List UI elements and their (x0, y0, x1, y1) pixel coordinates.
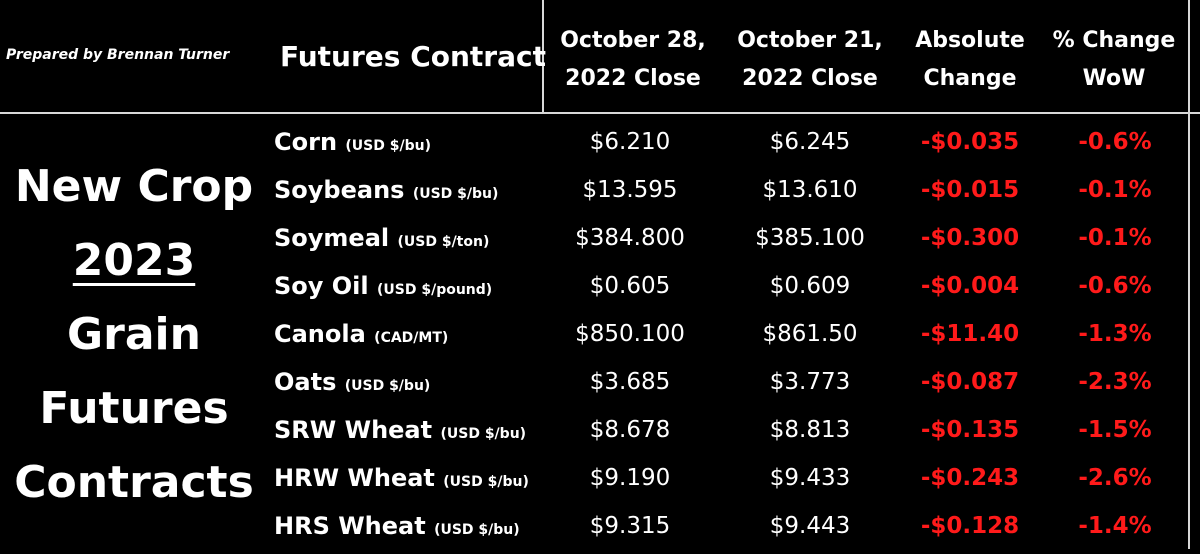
oct28-close-value: $850.100 (575, 321, 685, 347)
contract-unit: (USD $/bu) (344, 378, 431, 394)
oct21-close-value: $3.773 (769, 369, 851, 395)
contract-name: Soy Oil (USD $/pound) (274, 272, 493, 300)
oct28-close-value: $8.678 (589, 417, 671, 443)
oct21-header-line1: October 21, (737, 28, 883, 53)
abs-header-line1: Absolute (915, 28, 1025, 53)
oct21-close-value: $6.245 (769, 129, 851, 155)
absolute-change-value: -$0.035 (920, 129, 1020, 155)
side-title-year: 2023 (72, 235, 196, 286)
oct28-close-value: $9.315 (589, 513, 671, 539)
contract-unit: (CAD/MT) (374, 330, 449, 346)
absolute-change-value: -$11.40 (920, 321, 1020, 347)
contract-unit: (USD $/ton) (397, 234, 490, 250)
oct21-close-value: $9.443 (769, 513, 851, 539)
absolute-change-value: -$0.300 (920, 225, 1020, 251)
table-row: SRW Wheat (USD $/bu) $8.678 $8.813 -$0.1… (0, 406, 1200, 454)
table-row: HRS Wheat (USD $/bu) $9.315 $9.443 -$0.1… (0, 502, 1200, 550)
side-title-line-1: New Crop (14, 161, 254, 212)
column-divider-right (1188, 0, 1190, 549)
absolute-change-value: -$0.015 (920, 177, 1020, 203)
table-row: HRW Wheat (USD $/bu) $9.190 $9.433 -$0.2… (0, 454, 1200, 502)
contract-name: Soymeal (USD $/ton) (274, 224, 490, 252)
contract-unit: (USD $/bu) (345, 138, 431, 154)
oct28-close-value: $384.800 (575, 225, 685, 251)
pct-change-value: -2.6% (1078, 465, 1152, 491)
table-row: Oats (USD $/bu) $3.685 $3.773 -$0.087 -2… (0, 358, 1200, 406)
pct-change-value: -0.1% (1078, 225, 1152, 251)
table-row: Soy Oil (USD $/pound) $0.605 $0.609 -$0.… (0, 262, 1200, 310)
contract-name: SRW Wheat (USD $/bu) (274, 416, 527, 444)
side-title: New Crop 2023 Grain Futures Contracts (0, 152, 268, 522)
absolute-change-value: -$0.135 (920, 417, 1020, 443)
absolute-change-value: -$0.243 (920, 465, 1020, 491)
contract-name: Soybeans (USD $/bu) (274, 176, 499, 204)
oct21-close-value: $13.610 (762, 177, 858, 203)
table-row: Canola (CAD/MT) $850.100 $861.50 -$11.40… (0, 310, 1200, 358)
oct21-close-value: $9.433 (769, 465, 851, 491)
column-divider-left (542, 0, 544, 112)
pct-header-line2: WoW (1082, 66, 1146, 91)
pct-change-value: -0.1% (1078, 177, 1152, 203)
side-title-line-3: Grain (67, 309, 201, 360)
pct-change-value: -0.6% (1078, 273, 1152, 299)
oct28-close-value: $13.595 (582, 177, 678, 203)
futures-contract-header: Futures Contract (280, 40, 546, 73)
oct21-close-value: $8.813 (769, 417, 851, 443)
pct-change-value: -1.4% (1078, 513, 1152, 539)
pct-change-value: -2.3% (1078, 369, 1152, 395)
oct21-close-value: $385.100 (755, 225, 865, 251)
table-row: Soybeans (USD $/bu) $13.595 $13.610 -$0.… (0, 166, 1200, 214)
contract-name: HRW Wheat (USD $/bu) (274, 464, 529, 492)
pct-header-line1: % Change (1052, 28, 1176, 53)
oct28-header-line1: October 28, (560, 28, 706, 53)
absolute-change-value: -$0.004 (920, 273, 1020, 299)
side-title-line-4: Futures (39, 383, 229, 434)
abs-header-line2: Change (923, 66, 1017, 91)
pct-change-header: % Change WoW (1048, 22, 1180, 98)
oct21-header-line2: 2022 Close (742, 66, 878, 91)
contract-unit: (USD $/bu) (412, 186, 499, 202)
contract-unit: (USD $/pound) (377, 282, 493, 298)
pct-change-value: -0.6% (1078, 129, 1152, 155)
oct21-close-header: October 21, 2022 Close (725, 22, 895, 98)
absolute-change-value: -$0.087 (920, 369, 1020, 395)
oct21-close-value: $861.50 (762, 321, 858, 347)
contract-unit: (USD $/bu) (440, 426, 527, 442)
contract-name: HRS Wheat (USD $/bu) (274, 512, 520, 540)
contract-name: Oats (USD $/bu) (274, 368, 431, 396)
pct-change-value: -1.3% (1078, 321, 1152, 347)
oct28-close-value: $9.190 (589, 465, 671, 491)
table-row: Soymeal (USD $/ton) $384.800 $385.100 -$… (0, 214, 1200, 262)
header-divider (0, 112, 1200, 114)
oct28-close-value: $6.210 (589, 129, 671, 155)
contract-unit: (USD $/bu) (434, 522, 520, 538)
table-row: Corn (USD $/bu) $6.210 $6.245 -$0.035 -0… (0, 118, 1200, 166)
absolute-change-value: -$0.128 (920, 513, 1020, 539)
contract-name: Corn (USD $/bu) (274, 128, 431, 156)
absolute-change-header: Absolute Change (900, 22, 1040, 98)
oct21-close-value: $0.609 (769, 273, 851, 299)
oct28-header-line2: 2022 Close (565, 66, 701, 91)
contract-name: Canola (CAD/MT) (274, 320, 449, 348)
oct28-close-value: $0.605 (589, 273, 671, 299)
side-title-line-5: Contracts (14, 457, 254, 508)
oct28-close-value: $3.685 (589, 369, 671, 395)
contract-unit: (USD $/bu) (443, 474, 529, 490)
pct-change-value: -1.5% (1078, 417, 1152, 443)
oct28-close-header: October 28, 2022 Close (548, 22, 718, 98)
prepared-by-label: Prepared by Brennan Turner (6, 47, 230, 63)
